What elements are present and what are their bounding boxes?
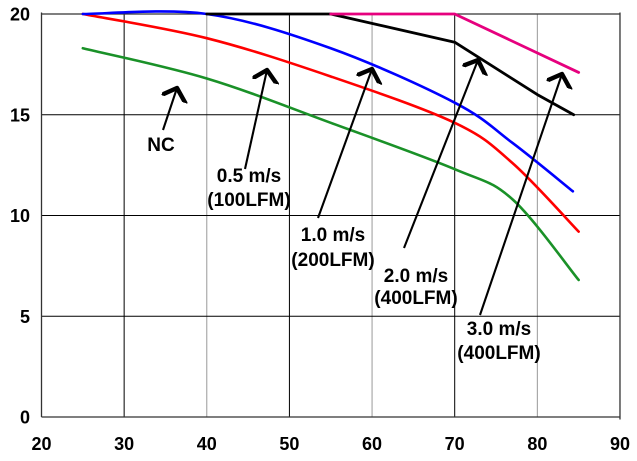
svg-text:20: 20 <box>10 5 30 25</box>
svg-text:1.0 m/s: 1.0 m/s <box>301 225 365 246</box>
svg-text:40: 40 <box>197 434 217 454</box>
svg-text:80: 80 <box>527 434 547 454</box>
svg-text:90: 90 <box>610 434 630 454</box>
svg-text:50: 50 <box>279 434 299 454</box>
svg-text:0.5 m/s: 0.5 m/s <box>217 166 281 187</box>
svg-text:5: 5 <box>20 307 30 327</box>
svg-text:0: 0 <box>20 408 30 428</box>
svg-text:NC: NC <box>147 135 175 156</box>
svg-text:(400LFM): (400LFM) <box>374 288 457 309</box>
svg-text:30: 30 <box>114 434 134 454</box>
svg-text:(100LFM): (100LFM) <box>207 190 290 211</box>
svg-text:(200LFM): (200LFM) <box>291 250 374 271</box>
svg-text:60: 60 <box>362 434 382 454</box>
svg-text:10: 10 <box>10 206 30 226</box>
svg-text:70: 70 <box>445 434 465 454</box>
svg-text:2.0 m/s: 2.0 m/s <box>384 266 448 287</box>
svg-text:(400LFM): (400LFM) <box>457 343 540 364</box>
svg-text:15: 15 <box>10 105 30 125</box>
svg-text:3.0 m/s: 3.0 m/s <box>467 319 531 340</box>
svg-text:20: 20 <box>31 434 51 454</box>
